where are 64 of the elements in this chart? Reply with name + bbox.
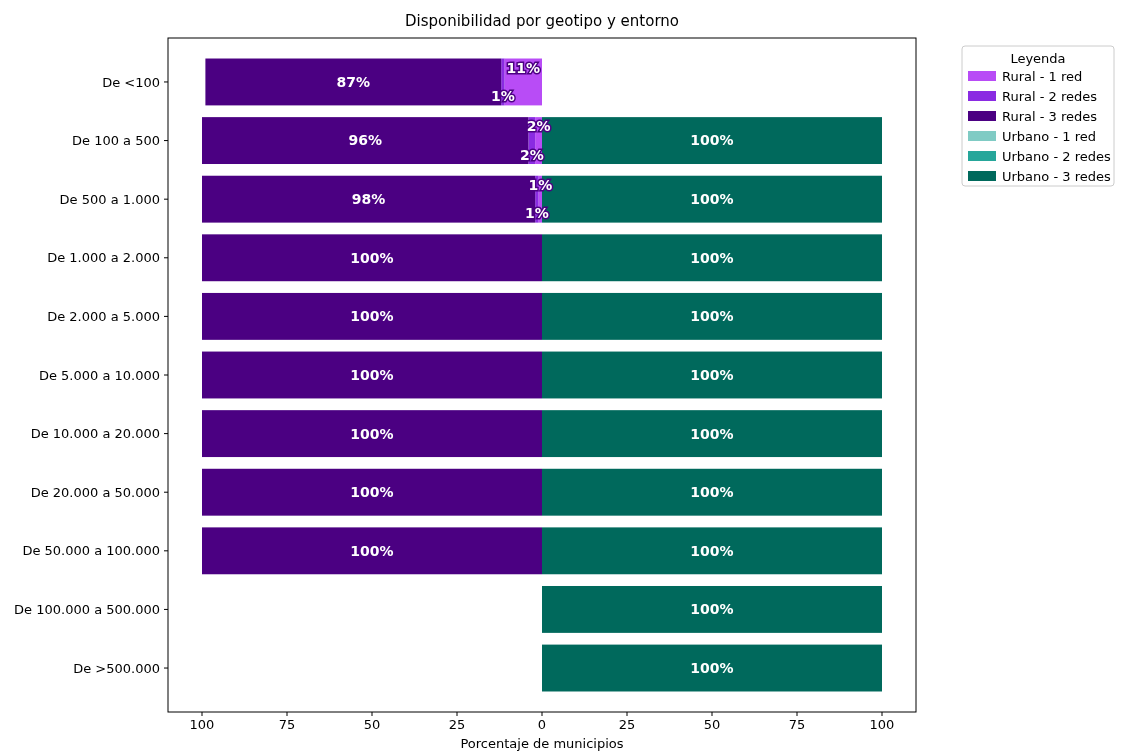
y-tick-label: De 100 a 500 xyxy=(72,133,160,149)
y-tick-label: De 10.000 a 20.000 xyxy=(30,426,160,442)
legend-label: Urbano - 2 redes xyxy=(1002,148,1111,164)
data-label: 100% xyxy=(690,659,734,676)
data-label: 100% xyxy=(690,249,734,266)
x-tick-label: 0 xyxy=(537,717,547,732)
data-label: 100% xyxy=(350,542,394,559)
bar xyxy=(542,410,882,458)
data-label: 100% xyxy=(690,308,734,325)
bar xyxy=(202,468,542,516)
bar xyxy=(542,527,882,575)
bar xyxy=(202,527,542,575)
legend-label: Rural - 3 redes xyxy=(1002,108,1098,124)
data-label: 11% xyxy=(506,59,541,76)
bar xyxy=(202,292,542,340)
data-label: 100% xyxy=(690,191,734,208)
data-label: 100% xyxy=(350,249,394,266)
x-tick-label: 25 xyxy=(618,717,636,732)
bar xyxy=(202,410,542,458)
x-tick-label: 50 xyxy=(703,717,721,732)
y-tick-label: De 5.000 a 10.000 xyxy=(38,367,160,383)
data-label: 100% xyxy=(690,484,734,501)
legend-label: Rural - 1 red xyxy=(1002,68,1083,84)
bar xyxy=(542,351,882,399)
data-label: 100% xyxy=(690,542,734,559)
y-tick-label: De <100 xyxy=(102,74,160,90)
data-label: 100% xyxy=(690,132,734,149)
legend-label: Urbano - 3 redes xyxy=(1002,168,1111,184)
x-tick-label: 100 xyxy=(869,717,895,732)
data-label: 98% xyxy=(351,191,386,208)
data-label: 96% xyxy=(348,132,382,149)
y-tick-label: De 2.000 a 5.000 xyxy=(47,308,160,324)
bar xyxy=(202,234,542,282)
data-label: 100% xyxy=(350,484,394,501)
data-label: 100% xyxy=(350,308,394,325)
data-label: 87% xyxy=(336,73,371,90)
bar xyxy=(542,585,882,633)
x-tick-label: 75 xyxy=(278,717,296,732)
x-tick-label: 50 xyxy=(363,717,381,732)
y-tick-label: De 20.000 a 50.000 xyxy=(30,484,160,500)
bar xyxy=(542,292,882,340)
bar xyxy=(542,644,882,692)
chart-title: Disponibilidad por geotipo y entorno xyxy=(404,12,680,30)
x-tick-label: 25 xyxy=(448,717,466,732)
data-label: 100% xyxy=(350,366,394,383)
bar xyxy=(542,234,882,282)
data-label: 100% xyxy=(350,425,394,442)
y-tick-label: De >500.000 xyxy=(73,660,160,676)
x-axis-title: Porcentaje de municipios xyxy=(460,736,624,751)
data-label: 100% xyxy=(690,425,734,442)
y-tick-label: De 1.000 a 2.000 xyxy=(47,250,160,266)
data-label: 100% xyxy=(690,366,734,383)
data-label: 100% xyxy=(690,601,734,618)
bar xyxy=(542,468,882,516)
x-tick-label: 75 xyxy=(788,717,806,732)
y-tick-label: De 500 a 1.000 xyxy=(59,191,160,207)
y-tick-label: De 50.000 a 100.000 xyxy=(22,543,160,559)
bar xyxy=(202,351,542,399)
y-tick-label: De 100.000 a 500.000 xyxy=(14,601,160,617)
data-label: 1% xyxy=(491,87,515,104)
legend-title: Leyenda xyxy=(1010,51,1066,66)
legend-label: Urbano - 1 red xyxy=(1002,128,1096,144)
x-tick-label: 100 xyxy=(189,717,215,732)
legend-label: Rural - 2 redes xyxy=(1002,88,1098,104)
